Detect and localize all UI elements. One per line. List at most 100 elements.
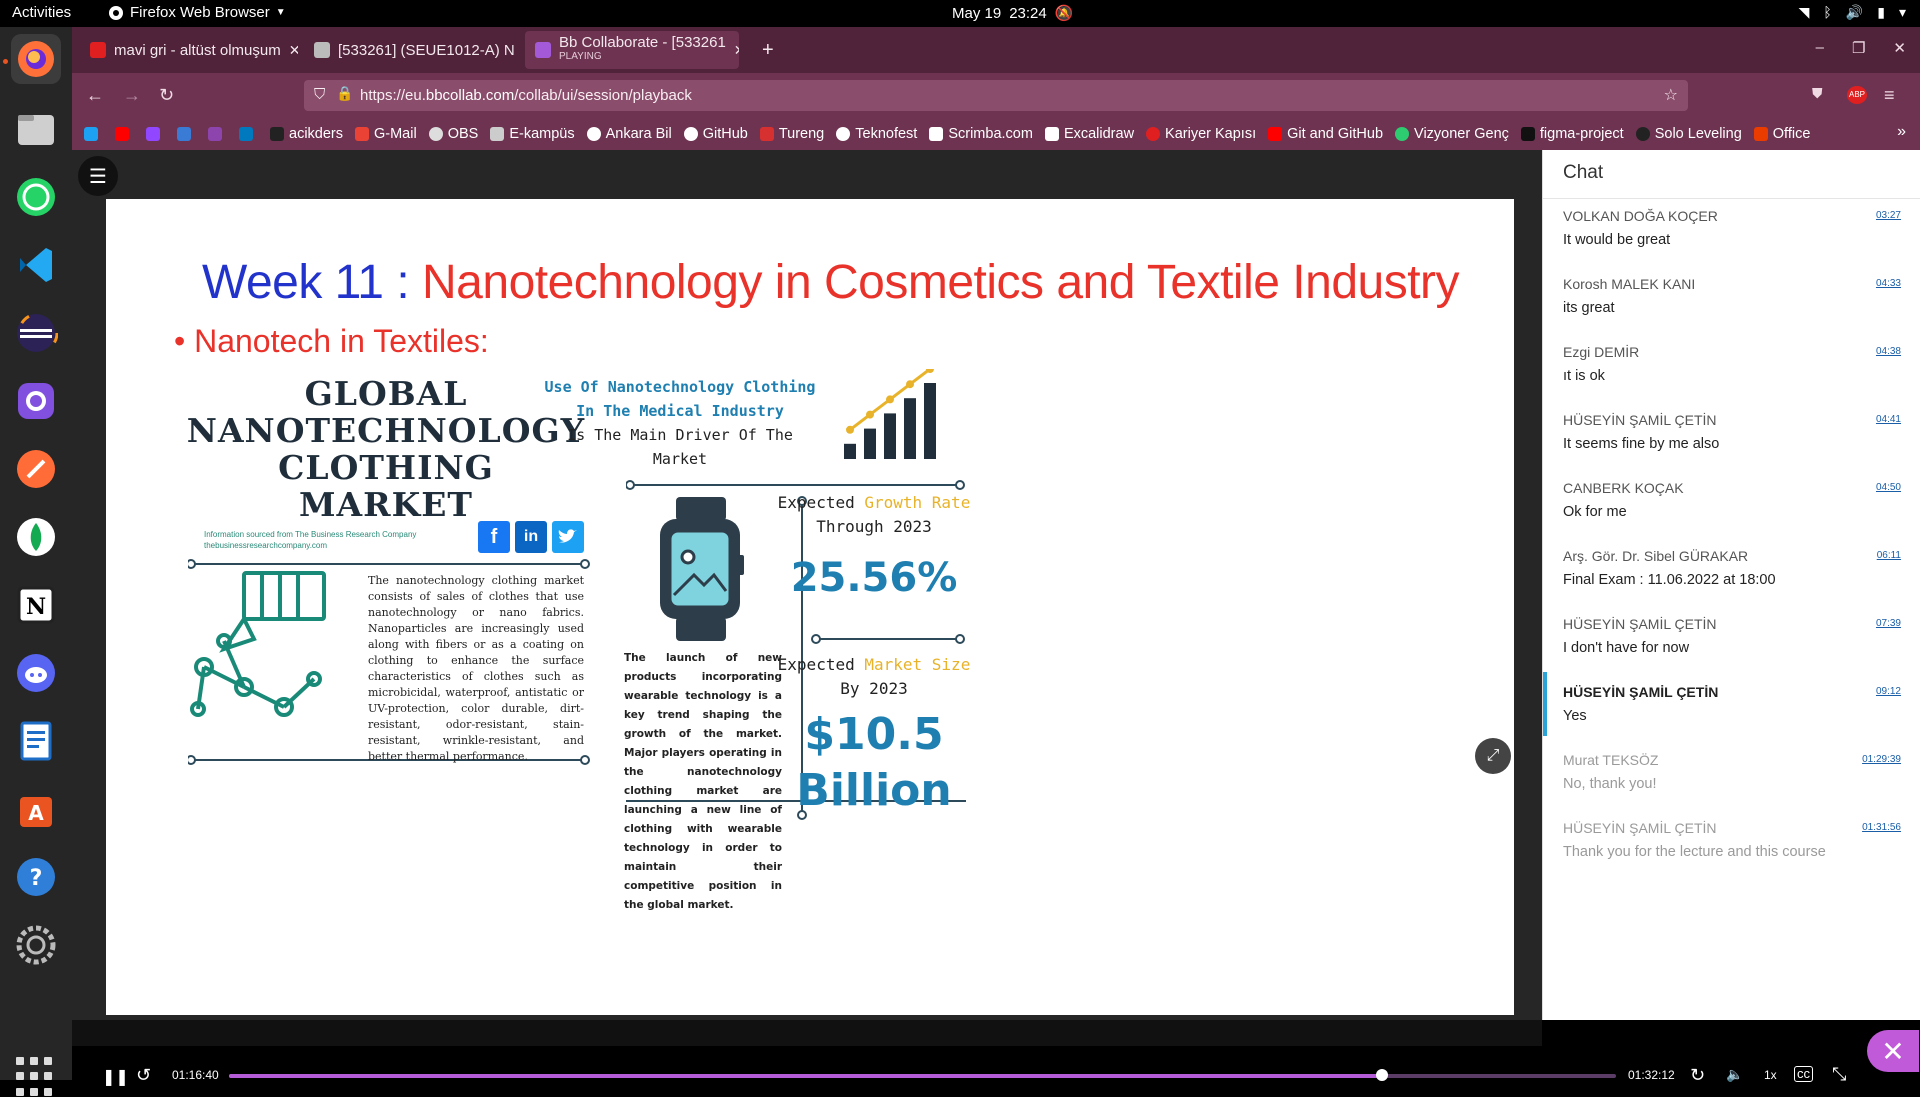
bookmark-obs[interactable]: OBS: [428, 126, 478, 142]
message-timestamp-link[interactable]: 04:33: [1875, 278, 1901, 289]
bookmark-solo-leveling[interactable]: Solo Leveling: [1635, 126, 1742, 142]
firefox-icon: [109, 5, 123, 20]
activities-button[interactable]: Activities: [12, 4, 72, 21]
message-timestamp-link[interactable]: 04:38: [1875, 346, 1901, 357]
close-icon[interactable]: ✕: [726, 42, 739, 59]
bookmark-item[interactable]: [208, 126, 227, 141]
show-applications-icon[interactable]: [16, 1057, 56, 1097]
url-bar[interactable]: ⛉ 🔒 https://eu.bbcollab.com/collab/ui/se…: [304, 80, 1688, 111]
bookmark-item[interactable]: [239, 126, 258, 141]
shield-icon[interactable]: ⛉: [314, 86, 326, 103]
bookmark-github[interactable]: GitHub: [683, 126, 748, 142]
system-tray[interactable]: ◥ ᛒ 🔊 ▮ ▾: [1799, 4, 1906, 21]
close-playback-button[interactable]: ✕: [1867, 1030, 1919, 1072]
current-message-indicator: [1543, 672, 1547, 736]
firefox-dock-icon[interactable]: [11, 34, 61, 84]
market-size-value: $10.5 Billion: [796, 709, 952, 816]
hamburger-menu-icon[interactable]: ≡: [1884, 85, 1895, 105]
software-store-dock-icon[interactable]: A: [11, 784, 61, 834]
collaborate-icon: [535, 42, 551, 58]
bookmark-git-and-github[interactable]: Git and GitHub: [1268, 126, 1383, 142]
message-timestamp-link[interactable]: 06:11: [1876, 550, 1901, 561]
notion-dock-icon[interactable]: N: [11, 580, 61, 630]
github-desktop-dock-icon[interactable]: [11, 376, 61, 426]
message-timestamp-link[interactable]: 04:41: [1875, 414, 1901, 425]
tab-course[interactable]: [533261] (SEUE1012-A) N ✕: [304, 32, 519, 68]
close-icon[interactable]: ✕: [515, 42, 519, 59]
bookmark-kariyer-kapisi[interactable]: Kariyer Kapısı: [1146, 126, 1256, 142]
settings-dock-icon[interactable]: [11, 920, 61, 970]
writer-dock-icon[interactable]: [11, 716, 61, 766]
bookmark-teknofest[interactable]: Teknofest: [836, 126, 917, 142]
growth-trend-point: [926, 369, 934, 373]
playback-speed[interactable]: 1x: [1764, 1068, 1777, 1082]
vscode-dock-icon[interactable]: [11, 240, 61, 290]
growth-trend-point: [906, 380, 914, 389]
volume-icon[interactable]: 🔈: [1726, 1066, 1744, 1082]
battery-icon: ▮: [1877, 4, 1885, 20]
chat-message: VOLKAN DOĞA KOÇER 03:27 It would be grea…: [1563, 208, 1901, 248]
forward-skip-icon[interactable]: ↻: [1690, 1065, 1706, 1085]
bookmark-vizyoner-genc[interactable]: Vizyoner Genç: [1395, 126, 1509, 142]
app-menu[interactable]: Firefox Web Browser ▼: [108, 4, 286, 21]
discord-dock-icon[interactable]: [11, 648, 61, 698]
chat-panel: Chat VOLKAN DOĞA KOÇER 03:27 It would be…: [1542, 150, 1920, 1020]
chat-message: Arş. Gör. Dr. Sibel GÜRAKAR 06:11 Final …: [1563, 548, 1901, 588]
back-button[interactable]: ←: [86, 85, 104, 105]
chat-message: CANBERK KOÇAK 04:50 Ok for me: [1563, 480, 1901, 520]
bookmark-tureng[interactable]: Tureng: [759, 126, 824, 142]
postman-dock-icon[interactable]: [11, 444, 61, 494]
tab-collaborate[interactable]: Bb Collaborate - [533261 PLAYING ✕: [525, 31, 739, 69]
pause-button[interactable]: ❚❚: [102, 1069, 129, 1086]
kariyer-icon: [1146, 126, 1161, 141]
message-timestamp-link[interactable]: 01:29:39: [1862, 754, 1901, 765]
bookmark-figma-project[interactable]: figma-project: [1520, 126, 1624, 142]
twitter-icon: [84, 126, 98, 141]
bookmark-excalidraw[interactable]: Excalidraw: [1044, 126, 1134, 142]
mongodb-compass-dock-icon[interactable]: [11, 512, 61, 562]
bookmarks-overflow-icon[interactable]: »: [1897, 123, 1906, 140]
bookmark-star-icon[interactable]: ☆: [1663, 87, 1678, 104]
volume-icon: 🔊: [1845, 4, 1864, 20]
message-timestamp-link[interactable]: 09:12: [1875, 686, 1901, 697]
seek-bar[interactable]: [229, 1069, 1616, 1081]
whatsapp-dock-icon[interactable]: [11, 172, 61, 222]
reload-button[interactable]: ↻: [159, 85, 175, 105]
message-timestamp-link[interactable]: 04:50: [1875, 482, 1901, 493]
message-timestamp-link[interactable]: 01:31:56: [1862, 822, 1901, 833]
bookmark-office[interactable]: Office: [1753, 126, 1810, 142]
adblock-icon[interactable]: ABP: [1847, 86, 1867, 104]
forward-button[interactable]: →: [123, 85, 141, 105]
close-icon[interactable]: ✕: [288, 41, 298, 58]
bookmark-gmail[interactable]: G-Mail: [355, 126, 417, 142]
market-description: The nanotechnology clothing market consi…: [368, 574, 584, 763]
expand-view-button[interactable]: ⤢: [1475, 738, 1511, 774]
message-timestamp-link[interactable]: 07:39: [1875, 618, 1901, 629]
eclipse-dock-icon[interactable]: [11, 308, 61, 358]
bookmark-ankara-bil[interactable]: Ankara Bil: [586, 126, 672, 142]
new-tab-button[interactable]: +: [762, 38, 774, 61]
bookmark-scrimba[interactable]: Scrimba.com: [929, 126, 1033, 142]
close-window-icon[interactable]: ✕: [1893, 40, 1906, 57]
rewind-icon[interactable]: ↺: [136, 1065, 152, 1085]
obs-icon: [428, 126, 443, 141]
bookmark-item[interactable]: [84, 126, 103, 141]
minimize-icon[interactable]: –: [1815, 39, 1824, 56]
maximize-icon[interactable]: ❐: [1851, 40, 1866, 57]
bookmark-item[interactable]: [177, 126, 196, 141]
bookmark-item[interactable]: [146, 126, 165, 141]
help-dock-icon[interactable]: ?: [11, 852, 61, 902]
tab-youtube[interactable]: mavi gri - altüst olmuşum ✕: [80, 32, 298, 68]
bookmark-item[interactable]: [115, 126, 134, 141]
lock-icon[interactable]: 🔒: [336, 85, 354, 101]
clock[interactable]: May 19 23:24 🔕: [952, 4, 1073, 23]
bookmark-acikders[interactable]: acikders: [270, 126, 343, 142]
seek-bar-handle[interactable]: [1376, 1069, 1389, 1081]
infographic-right-lines: [626, 480, 966, 820]
files-dock-icon[interactable]: [11, 104, 61, 154]
bookmark-ekampus[interactable]: E-kampüs: [490, 126, 575, 142]
message-timestamp-link[interactable]: 03:27: [1875, 210, 1901, 221]
pocket-icon[interactable]: ⛊: [1812, 85, 1823, 101]
fullscreen-icon[interactable]: ⤡: [1832, 1064, 1847, 1084]
session-menu-button[interactable]: ☰: [78, 156, 118, 196]
